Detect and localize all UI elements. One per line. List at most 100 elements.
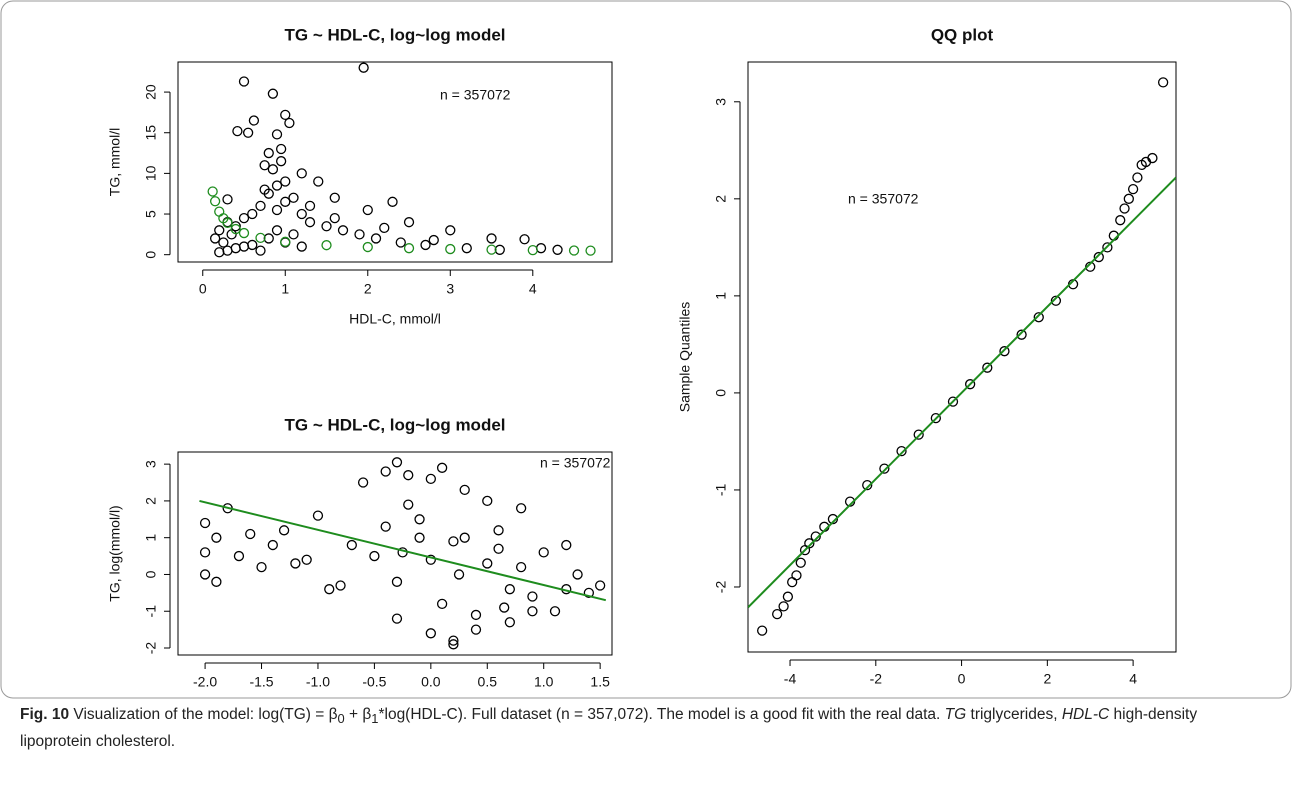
data-point [470,624,482,635]
x-tick-label: 2 [364,281,372,297]
data-point [787,576,798,588]
x-tick-label: 0 [958,671,966,687]
x-tick-label: -2.0 [193,674,217,690]
data-point [1050,295,1062,306]
data-point [263,233,274,244]
data-point [1132,172,1143,183]
caption-text: Visualization of the model: log(TG) = β [69,706,338,723]
data-point [379,222,390,234]
data-point [428,234,439,246]
data-point [453,569,465,580]
data-point [391,457,403,468]
data-point [810,531,821,542]
data-point [947,396,959,407]
caption-label: Fig. 10 [20,706,70,723]
data-point [913,429,924,440]
y-tick-label: -2 [713,581,729,594]
x-tick-label: -0.5 [362,674,386,690]
data-point [278,525,290,536]
data-point [280,236,291,247]
data-point [1127,183,1139,195]
data-point [778,601,789,612]
y-axis-label: TG, log(mmol/l) [107,505,123,601]
data-point [448,635,459,646]
data-point [549,606,561,617]
data-point [329,212,340,224]
caption-text: high-density lipoprotein cholesterol. [20,706,1198,751]
data-point [267,164,279,175]
data-point [230,223,241,235]
data-point [358,62,369,73]
y-axis-label: TG, mmol/l [107,128,123,196]
y-tick-label: -2 [143,642,159,655]
data-point [296,208,307,220]
data-point [247,239,258,251]
data-point [1016,329,1027,340]
data-point [459,484,470,496]
caption-text: *log(HDL-C). Full dataset (n = 357,072).… [378,706,945,723]
data-point [313,176,324,187]
data-point [519,234,530,245]
data-point [304,217,316,228]
x-tick-label: -1.0 [306,674,330,690]
fit-line [199,499,607,602]
y-tick-label: 3 [143,460,159,468]
data-point [259,184,270,195]
data-point [222,245,233,256]
data-point [238,241,250,252]
data-point [387,196,398,207]
data-point [420,239,431,251]
data-point [267,539,278,551]
data-point [486,244,497,255]
data-point [242,127,254,138]
data-point [527,244,538,256]
data-point [461,243,472,254]
data-point [233,550,245,562]
data-point [1033,312,1044,323]
data-point [504,617,515,628]
caption-sub: 1 [371,711,379,727]
data-point [209,233,221,244]
y-tick-label: 3 [713,98,729,106]
data-point [296,241,307,252]
data-point [782,591,794,602]
data-point [267,88,279,99]
data-point [284,117,295,129]
data-point [1147,152,1158,164]
y-tick-label: 1 [143,534,159,542]
x-tick-label: 1 [281,281,289,297]
x-tick-label: -1.5 [249,674,273,690]
data-point [1093,251,1104,263]
data-point [304,200,316,212]
x-axis-label: HDL-C, mmol/l [349,311,441,327]
x-tick-label: -4 [784,671,797,687]
data-point [280,109,291,120]
data-point [324,584,335,595]
data-point [493,525,504,536]
y-tick-label: 10 [143,165,159,181]
annotation: n = 357072 [540,455,611,471]
y-tick-label: 15 [143,125,159,141]
data-point [357,477,369,488]
data-point [1119,203,1130,214]
data-point [271,129,283,140]
x-tick-label: -2 [870,671,883,687]
data-point [199,517,211,529]
caption: Fig. 10 Visualization of the model: log(… [20,703,1270,753]
data-point [395,237,406,248]
data-point [245,528,256,540]
data-point [391,576,403,587]
data-point [255,232,266,244]
x-tick-label: 1.5 [590,674,610,690]
x-tick-label: 1.0 [534,674,554,690]
data-point [445,243,456,255]
caption-term: TG [944,706,967,723]
data-point [572,569,583,580]
data-point [999,346,1010,357]
data-point [256,561,267,573]
chart-title: QQ plot [931,25,994,44]
data-point [271,225,283,236]
data-point [827,513,839,525]
data-point [230,243,241,254]
data-point [403,243,415,254]
